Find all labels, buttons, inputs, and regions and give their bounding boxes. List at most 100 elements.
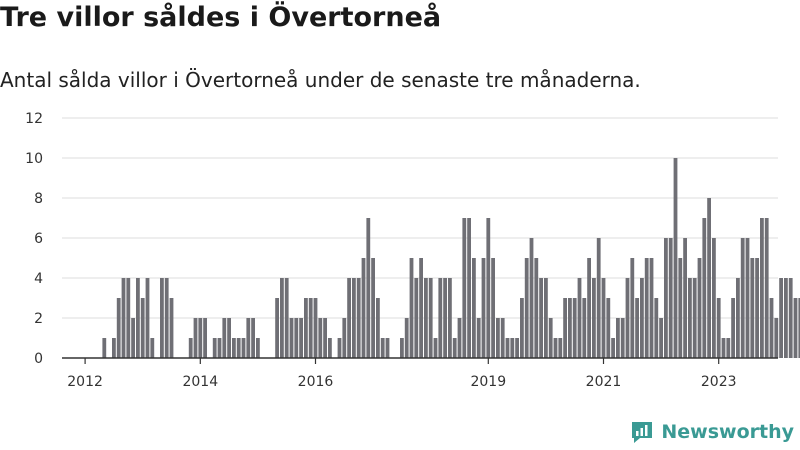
chart-labels: 02468101220122014201620192021202320253: [25, 111, 736, 390]
bar: [328, 338, 332, 358]
bar: [625, 278, 630, 358]
bar: [361, 258, 366, 358]
bar: [356, 278, 361, 358]
bar: [539, 278, 543, 358]
newsworthy-logo[interactable]: Newsworthy: [629, 419, 794, 445]
bar: [582, 298, 587, 358]
y-tick-label: 8: [34, 191, 43, 207]
bar: [227, 318, 231, 358]
newsworthy-logo-icon: [632, 422, 653, 443]
bar: [400, 338, 404, 358]
bar: [750, 258, 755, 358]
bar: [673, 158, 678, 358]
bar: [620, 318, 625, 358]
bar: [505, 338, 510, 358]
bar: [414, 278, 419, 358]
bar: [140, 298, 145, 358]
bar: [198, 318, 203, 358]
bar: [256, 338, 260, 358]
bar: [337, 338, 342, 358]
bar: [352, 278, 356, 358]
y-tick-label: 10: [25, 151, 43, 167]
bar: [443, 278, 447, 358]
page-title: Tre villor såldes i Övertorneå: [0, 2, 442, 33]
bar: [164, 278, 169, 358]
bar: [280, 278, 284, 358]
bar: [788, 278, 793, 358]
y-tick-label: 2: [34, 311, 43, 327]
x-tick-label: 2014: [182, 374, 218, 390]
bar: [193, 318, 198, 358]
bar: [548, 318, 553, 358]
bar: [697, 258, 702, 358]
bar: [563, 298, 567, 358]
bar: [601, 278, 606, 358]
bar: [721, 338, 726, 358]
bar: [452, 338, 457, 358]
bar: [606, 298, 611, 358]
bar: [371, 258, 375, 358]
bar: [649, 258, 654, 358]
bar: [126, 278, 131, 358]
bar: [428, 278, 433, 358]
page-subtitle: Antal sålda villor i Övertorneå under de…: [0, 68, 641, 92]
bar: [745, 238, 750, 358]
bar: [289, 318, 294, 358]
bar: [236, 338, 241, 358]
bar: [644, 258, 649, 358]
bar: [779, 278, 783, 358]
bar: [500, 318, 505, 358]
bar: [284, 278, 289, 358]
bar: [592, 278, 596, 358]
bar: [683, 238, 687, 358]
bar: [304, 298, 308, 358]
bar: [740, 238, 745, 358]
bar: [380, 338, 385, 358]
y-tick-label: 4: [34, 271, 43, 287]
bar: [716, 298, 721, 358]
bar: [764, 218, 769, 358]
bar: [232, 338, 236, 358]
bar: [121, 278, 126, 358]
bar-chart: 02468101220122014201620192021202320253: [25, 111, 800, 390]
bar: [553, 338, 558, 358]
bar: [774, 318, 779, 358]
bar: [793, 298, 798, 358]
chart-grid: [62, 117, 778, 319]
bar: [409, 258, 414, 358]
bar: [692, 278, 697, 358]
bar: [462, 218, 467, 358]
bar: [635, 298, 639, 358]
chart-axes: [62, 357, 778, 364]
bar: [630, 258, 635, 358]
bar: [376, 298, 380, 358]
bar: [116, 298, 121, 358]
y-tick-label: 12: [25, 111, 43, 127]
bar: [308, 298, 313, 358]
bar: [169, 298, 174, 358]
bar: [798, 298, 800, 358]
bar: [702, 218, 707, 358]
bar: [668, 238, 673, 358]
bar: [659, 318, 663, 358]
bar: [726, 338, 731, 358]
bar: [203, 318, 207, 358]
bar: [160, 278, 164, 358]
bar: [731, 298, 735, 358]
bar: [299, 318, 303, 358]
x-tick-label: 2021: [586, 374, 622, 390]
newsworthy-logo-text: Newsworthy: [661, 421, 794, 443]
bar: [457, 318, 462, 358]
bar: [385, 338, 390, 358]
bar: [486, 218, 491, 358]
bar: [640, 278, 644, 358]
bar: [131, 318, 135, 358]
bar: [654, 298, 659, 358]
bar: [241, 338, 246, 358]
bar: [664, 238, 668, 358]
bar: [366, 218, 371, 358]
bar: [251, 318, 255, 358]
bar: [217, 338, 222, 358]
bar: [611, 338, 615, 358]
bar: [102, 338, 107, 358]
